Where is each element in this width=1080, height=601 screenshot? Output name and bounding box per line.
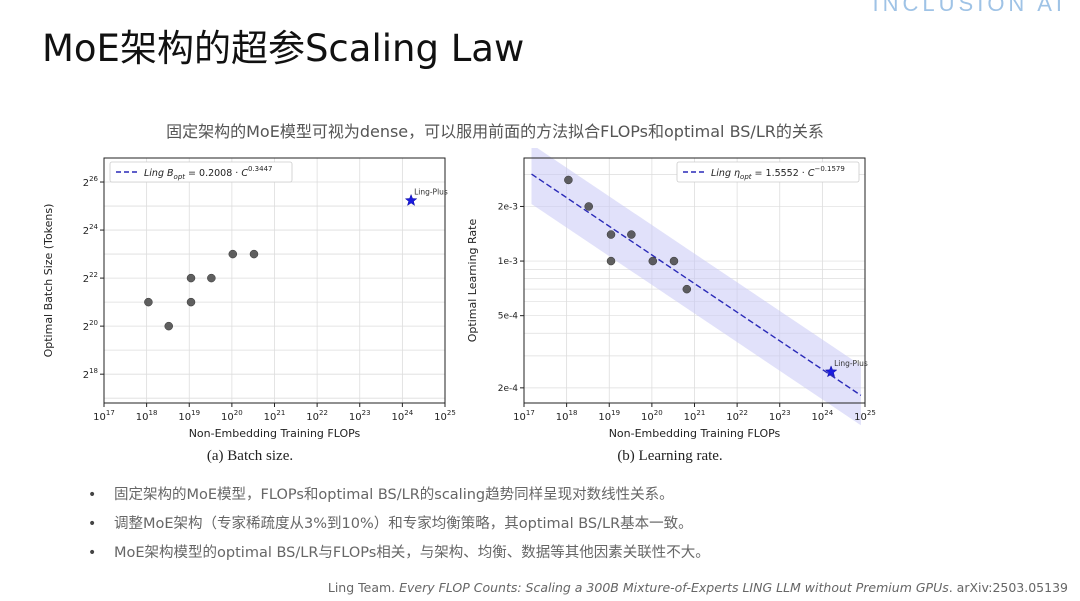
data-point: [584, 202, 593, 211]
ling-plus-star-icon: [404, 193, 418, 206]
learning-rate-chart-svg: Ling-Plus 1017 1018 1019 1020 1021 1022 1023 102…: [466, 144, 876, 440]
legend-label: Ling Bopt = 0.2008 · C0.3447: [144, 165, 272, 181]
y-tick-label: 224: [83, 223, 99, 237]
x-tick-label: 1019: [178, 409, 200, 423]
y-tick-label: 2e-3: [498, 202, 518, 212]
y-axis-label: Optimal Batch Size (Tokens): [42, 204, 55, 358]
y-tick-label: 5e-4: [498, 312, 519, 322]
x-tick-label: 1017: [93, 409, 115, 423]
bullet-text: MoE架构模型的optimal BS/LR与FLOPs相关，与架构、均衡、数据等…: [114, 545, 710, 561]
x-axis-label: Non-Embedding Training FLOPs: [609, 427, 781, 440]
legend-label: Ling ηopt = 1.5552 · C−0.1579: [711, 165, 845, 181]
y-tick-label: 222: [83, 271, 98, 285]
x-tick-label: 1024: [392, 409, 414, 423]
x-tick-label: 1022: [726, 409, 748, 423]
x-tick-label: 1022: [306, 409, 328, 423]
x-tick-label: 1021: [684, 409, 706, 423]
y-tick-label: 226: [83, 175, 99, 189]
x-tick-label: 1023: [769, 409, 791, 423]
batch-size-chart: Ling-Plus 1017 1018 1019 1020 1021 1022 1023 102…: [40, 148, 460, 447]
bullet-item: • 固定架构的MoE模型，FLOPs和optimal BS/LR的scaling趋…: [88, 484, 710, 513]
x-tick-label: 1018: [136, 409, 158, 423]
ling-plus-label: Ling-Plus: [414, 188, 448, 197]
fit-line: [531, 173, 862, 396]
x-tick-label: 1020: [221, 409, 243, 423]
x-tick-label: 1025: [434, 409, 456, 423]
x-tick-label: 1017: [513, 409, 535, 423]
bullet-list: • 固定架构的MoE模型，FLOPs和optimal BS/LR的scaling趋…: [88, 484, 710, 571]
data-point: [648, 256, 658, 266]
citation-tail: . arXiv:2503.05139: [948, 580, 1068, 595]
caption-batch-size: (a) Batch size.: [206, 448, 294, 464]
slide-subtitle: 固定架构的MoE模型可视为dense，可以服用前面的方法拟合FLOPs和opti…: [166, 122, 824, 141]
x-tick-label: 1018: [556, 409, 578, 423]
x-tick-label: 1020: [641, 409, 663, 423]
bullet-text: 调整MoE架构（专家稀疏度从3%到10%）和专家均衡策略，其optimal BS…: [114, 516, 693, 532]
x-tick-label: 1025: [854, 409, 876, 423]
data-point: [606, 230, 616, 239]
data-point: [249, 249, 259, 259]
y-axis-label: Optimal Learning Rate: [466, 219, 479, 343]
bullet-dot-icon: •: [88, 487, 97, 503]
y-tick-label: 1e-3: [498, 257, 518, 267]
y-tick-label: 2e-4: [498, 384, 519, 394]
data-point: [669, 256, 679, 266]
legend-box: [109, 161, 293, 183]
data-point: [627, 230, 636, 239]
caption-learning-rate: (b) Learning rate.: [617, 448, 723, 464]
bullet-text: 固定架构的MoE模型，FLOPs和optimal BS/LR的scaling趋势…: [114, 487, 674, 503]
y-tick-label: 220: [83, 319, 98, 333]
bullet-item: • 调整MoE架构（专家稀疏度从3%到10%）和专家均衡策略，其optimal B…: [88, 513, 710, 542]
data-point: [606, 256, 616, 266]
x-tick-label: 1019: [598, 409, 620, 423]
bullet-dot-icon: •: [88, 545, 97, 561]
data-point: [207, 273, 216, 283]
x-tick-label: 1021: [264, 409, 286, 423]
x-tick-label: 1023: [349, 409, 371, 423]
data-point: [164, 321, 173, 331]
ling-plus-label: Ling-Plus: [834, 359, 868, 368]
citation-title: Every FLOP Counts: Scaling a 300B Mixtur…: [399, 580, 949, 595]
legend-box: [676, 161, 860, 183]
citation-authors: Ling Team.: [327, 580, 400, 595]
x-tick-label: 1024: [812, 409, 834, 423]
batch-size-chart-svg: Ling-Plus 1017 1018 1019 1020 1021 1022 1023 102…: [42, 157, 456, 440]
data-point: [186, 297, 196, 307]
y-tick-label: 218: [83, 367, 98, 381]
data-point: [186, 273, 196, 283]
brand-logo: INCLUSION AI: [872, 0, 1066, 16]
data-point: [228, 249, 238, 259]
bullet-item: • MoE架构模型的optimal BS/LR与FLOPs相关，与架构、均衡、数据…: [88, 542, 710, 571]
data-point: [144, 297, 153, 307]
bullet-dot-icon: •: [88, 516, 97, 532]
slide-title: MoE架构的超参Scaling Law: [42, 27, 525, 70]
citation: Ling Team. Every FLOP Counts: Scaling a …: [328, 580, 1068, 595]
ling-plus-star-icon: [824, 365, 838, 378]
data-point: [564, 175, 573, 185]
x-axis-label: Non-Embedding Training FLOPs: [189, 427, 361, 440]
learning-rate-chart: Ling-Plus 1017 1018 1019 1020 1021 1022 1023 102…: [460, 144, 880, 447]
data-point: [682, 284, 692, 294]
